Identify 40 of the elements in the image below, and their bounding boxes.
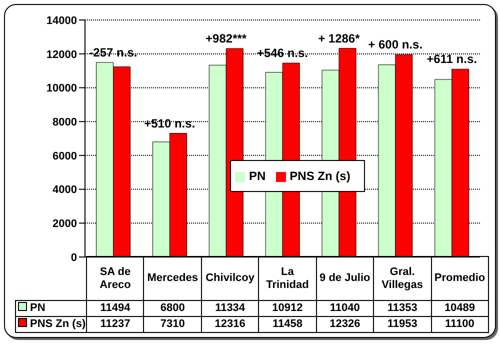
- data-label: 11953: [374, 316, 432, 332]
- x-tick-label: La Trinidad: [258, 256, 316, 300]
- data-label: 11494: [86, 300, 144, 316]
- data-label: 11237: [86, 316, 144, 332]
- data-label: 11334: [201, 300, 259, 316]
- annotation: + 600 n.s.: [368, 38, 423, 52]
- data-label: 11458: [258, 316, 316, 332]
- text: PNS Zn (s): [30, 318, 86, 330]
- x-tick-label: Promedio: [431, 256, 488, 300]
- data-label: 6800: [144, 300, 202, 316]
- y-tick-label: 14000: [46, 14, 77, 27]
- annotation: +611 n.s.: [426, 52, 477, 66]
- x-tick-label: Mercedes: [144, 256, 202, 300]
- annotation: -257 n.s.: [89, 45, 138, 60]
- y-tick-label: 12000: [46, 48, 77, 61]
- annotation: +982***: [206, 32, 247, 46]
- annotation: +546 n.s.: [256, 46, 308, 60]
- data-label: 11353: [374, 300, 432, 316]
- annotation: +510 n.s.: [144, 116, 196, 130]
- x-tick-label: 9 de Julio: [316, 256, 374, 300]
- y-tick-label: 10000: [46, 82, 77, 95]
- data-label: 11040: [316, 300, 374, 316]
- x-tick-label: SA de Areco: [86, 256, 144, 300]
- y-tick-label: 0: [70, 252, 77, 264]
- x-tick-label: Chivilcoy: [201, 256, 259, 300]
- data-label: 11100: [431, 316, 488, 332]
- y-tick-label: 8000: [52, 116, 77, 128]
- data-label: 12326: [316, 316, 374, 332]
- y-tick-label: 2000: [52, 218, 77, 230]
- data-label: 10489: [431, 300, 488, 316]
- y-tick-label: 6000: [52, 150, 77, 162]
- data-label: 10912: [258, 300, 316, 316]
- data-label: 12316: [201, 316, 259, 332]
- data-label: 7310: [144, 316, 202, 332]
- legend-label: PNS Zn (s): [290, 169, 350, 183]
- x-tick-label: Gral. Villegas: [374, 256, 432, 300]
- text: PN: [30, 302, 46, 314]
- legend-label: PN: [249, 169, 266, 183]
- annotation: + 1286*: [318, 31, 360, 46]
- y-tick-label: 4000: [52, 184, 77, 196]
